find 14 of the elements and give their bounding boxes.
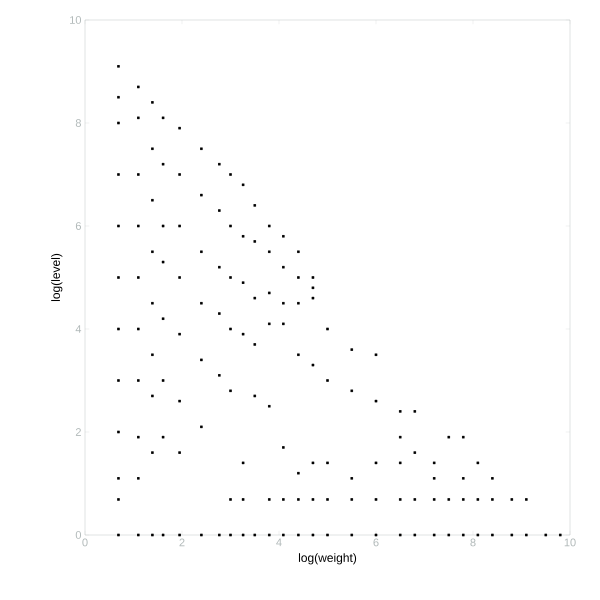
x-axis-title: log(weight) — [298, 553, 356, 564]
y-tick-label: 4 — [76, 325, 82, 333]
x-tick-label: 0 — [82, 538, 88, 546]
x-tick-label: 2 — [179, 538, 185, 546]
y-axis-title: log(level) — [51, 254, 62, 302]
x-tick-label: 6 — [374, 538, 379, 546]
y-tick-label: 10 — [70, 16, 82, 24]
y-tick-label: 8 — [76, 119, 81, 127]
x-tick-label: 8 — [470, 538, 476, 546]
y-tick-label: 2 — [76, 428, 81, 436]
x-tick-label: 10 — [564, 538, 576, 546]
x-tick-label: 4 — [276, 538, 282, 546]
y-tick-label: 6 — [76, 222, 81, 230]
y-tick-label: 0 — [76, 531, 82, 539]
